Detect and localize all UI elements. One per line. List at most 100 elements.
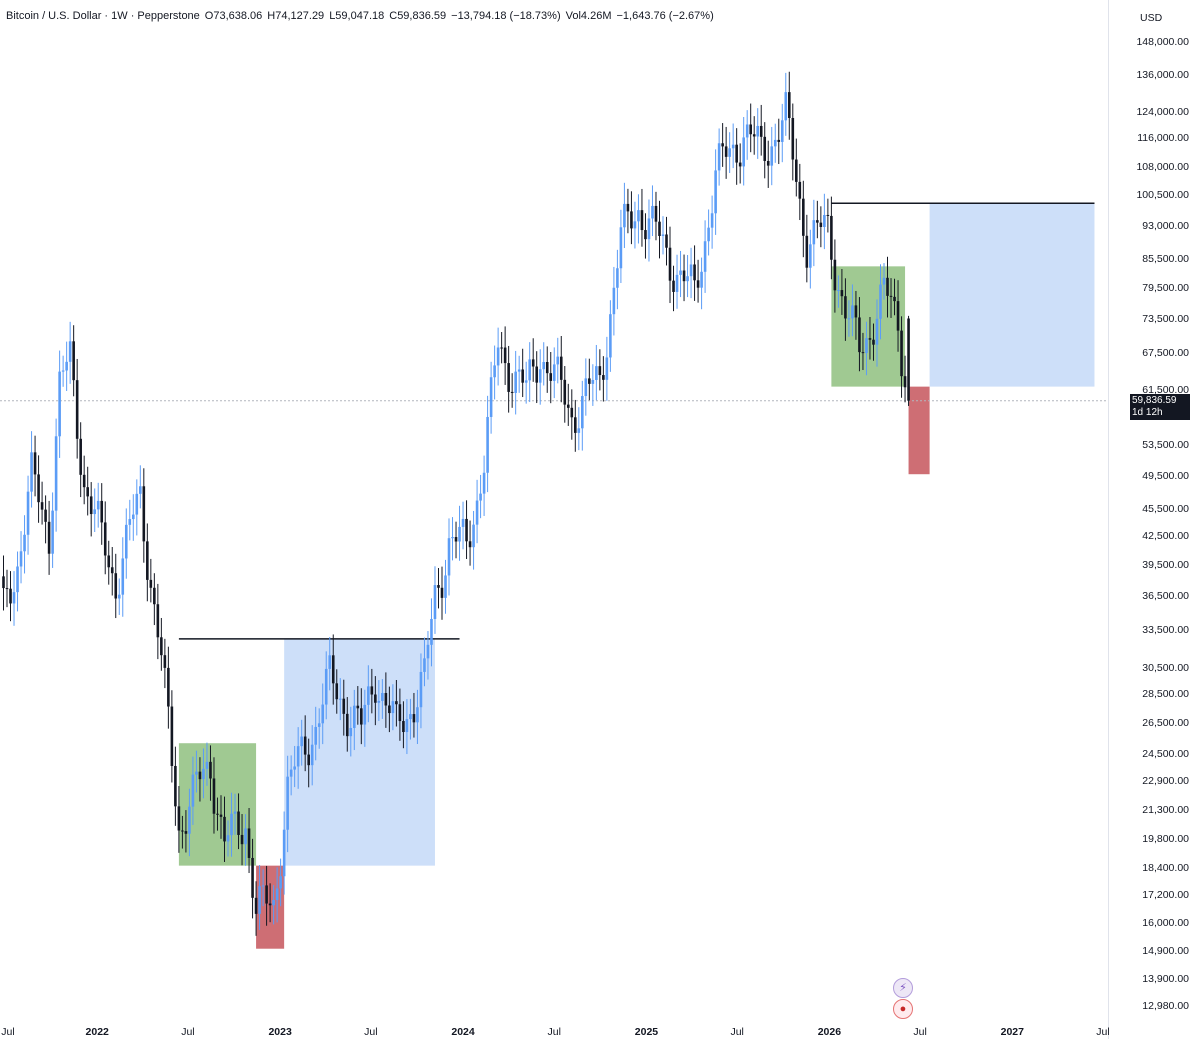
candle-down bbox=[47, 521, 51, 554]
price-tick-label: 24,500.00 bbox=[1142, 748, 1189, 761]
candle-up bbox=[317, 723, 321, 727]
candle-down bbox=[360, 708, 363, 725]
candle-up bbox=[847, 318, 851, 320]
last-price-value: 59,836.59 bbox=[1132, 395, 1177, 406]
candle-up bbox=[542, 362, 546, 370]
candle-down bbox=[535, 366, 539, 383]
price-tick-label: 136,000.00 bbox=[1136, 69, 1189, 82]
candle-down bbox=[787, 92, 791, 118]
candle-up bbox=[865, 338, 868, 354]
candle-down bbox=[665, 234, 668, 248]
time-tick-label: Jul bbox=[181, 1026, 195, 1038]
price-chart[interactable] bbox=[0, 0, 1108, 1039]
candle-up bbox=[51, 510, 54, 554]
ohlc-open: O73,638.06 bbox=[204, 10, 263, 22]
candle-down bbox=[777, 139, 781, 142]
candle-down bbox=[749, 124, 752, 135]
lightning-icon[interactable]: ⚡ bbox=[893, 978, 913, 998]
price-tick-label: 116,000.00 bbox=[1137, 132, 1189, 145]
candle-down bbox=[644, 230, 647, 240]
candle-down bbox=[5, 588, 9, 590]
candle-down bbox=[854, 305, 858, 318]
candle-down bbox=[184, 831, 188, 834]
candle-up bbox=[423, 658, 426, 672]
candle-down bbox=[640, 210, 644, 231]
symbol-legend: Bitcoin / U.S. Dollar · 1W · Pepperstone… bbox=[6, 10, 719, 22]
price-scale[interactable] bbox=[1108, 0, 1199, 1039]
candle-up bbox=[773, 139, 777, 147]
candle-up bbox=[23, 534, 26, 552]
price-tick-label: 14,900.00 bbox=[1142, 945, 1189, 958]
candle-up bbox=[279, 876, 282, 889]
candle-down bbox=[89, 496, 93, 515]
candle-up bbox=[426, 644, 430, 659]
candle-up bbox=[703, 241, 707, 272]
candle-down bbox=[735, 144, 738, 163]
candle-up bbox=[812, 220, 816, 245]
candle-down bbox=[563, 379, 567, 405]
candle-up bbox=[367, 686, 370, 705]
price-tick-label: 108,000.00 bbox=[1136, 160, 1189, 173]
candle-up bbox=[686, 276, 689, 282]
price-tick-label: 67,500.00 bbox=[1142, 346, 1189, 359]
candle-down bbox=[668, 247, 672, 281]
candle-down bbox=[374, 694, 377, 703]
price-tick-label: 13,900.00 bbox=[1142, 972, 1189, 985]
candle-down bbox=[766, 160, 770, 166]
candle-down bbox=[247, 828, 251, 858]
candle-down bbox=[510, 391, 514, 393]
candle-down bbox=[40, 502, 44, 510]
time-tick-label: Jul bbox=[1, 1026, 15, 1038]
candle-up bbox=[124, 524, 128, 559]
candle-up bbox=[647, 218, 651, 240]
candle-down bbox=[507, 363, 510, 392]
candle-up bbox=[770, 146, 774, 166]
bar-countdown: 1d 12h bbox=[1132, 407, 1163, 418]
candle-up bbox=[261, 885, 265, 887]
symbol-title[interactable]: Bitcoin / U.S. Dollar · 1W · Pepperstone bbox=[6, 10, 200, 22]
candle-up bbox=[714, 170, 717, 214]
us-flag-icon[interactable]: ● bbox=[893, 999, 913, 1019]
candle-down bbox=[889, 295, 893, 297]
candle-down bbox=[37, 474, 40, 503]
candle-down bbox=[588, 378, 591, 384]
candle-down bbox=[100, 500, 104, 523]
candle-down bbox=[521, 369, 524, 383]
candle-down bbox=[630, 211, 633, 229]
candle-down bbox=[174, 765, 177, 807]
candle-up bbox=[377, 700, 381, 703]
green-zone bbox=[831, 266, 906, 387]
currency-label[interactable]: USD bbox=[1140, 12, 1163, 24]
candle-down bbox=[573, 417, 577, 433]
candle-down bbox=[142, 486, 146, 542]
candle-down bbox=[9, 588, 12, 604]
candle-up bbox=[451, 537, 454, 539]
candle-up bbox=[282, 829, 286, 877]
candle-down bbox=[395, 701, 398, 705]
candle-down bbox=[738, 162, 742, 167]
candle-down bbox=[602, 375, 605, 380]
time-tick-label: Jul bbox=[730, 1026, 744, 1038]
candle-up bbox=[61, 370, 65, 372]
candle-up bbox=[524, 380, 528, 383]
candle-down bbox=[598, 366, 602, 376]
price-tick-label: 17,200.00 bbox=[1142, 888, 1189, 901]
candle-up bbox=[675, 274, 679, 292]
candle-up bbox=[731, 144, 735, 149]
candle-up bbox=[409, 714, 412, 720]
candle-up bbox=[461, 518, 465, 527]
price-tick-label: 53,500.00 bbox=[1142, 439, 1189, 452]
red-zone bbox=[908, 386, 930, 475]
candle-up bbox=[472, 524, 475, 548]
candle-down bbox=[658, 221, 661, 236]
price-tick-label: 26,500.00 bbox=[1142, 717, 1189, 730]
candle-down bbox=[872, 339, 875, 345]
candle-up bbox=[96, 500, 100, 510]
candle-up bbox=[742, 137, 745, 167]
candle-up bbox=[16, 566, 19, 593]
candle-down bbox=[237, 811, 240, 835]
price-tick-label: 100,500.00 bbox=[1136, 189, 1189, 202]
price-tick-label: 148,000.00 bbox=[1136, 36, 1189, 48]
candle-up bbox=[430, 618, 433, 645]
